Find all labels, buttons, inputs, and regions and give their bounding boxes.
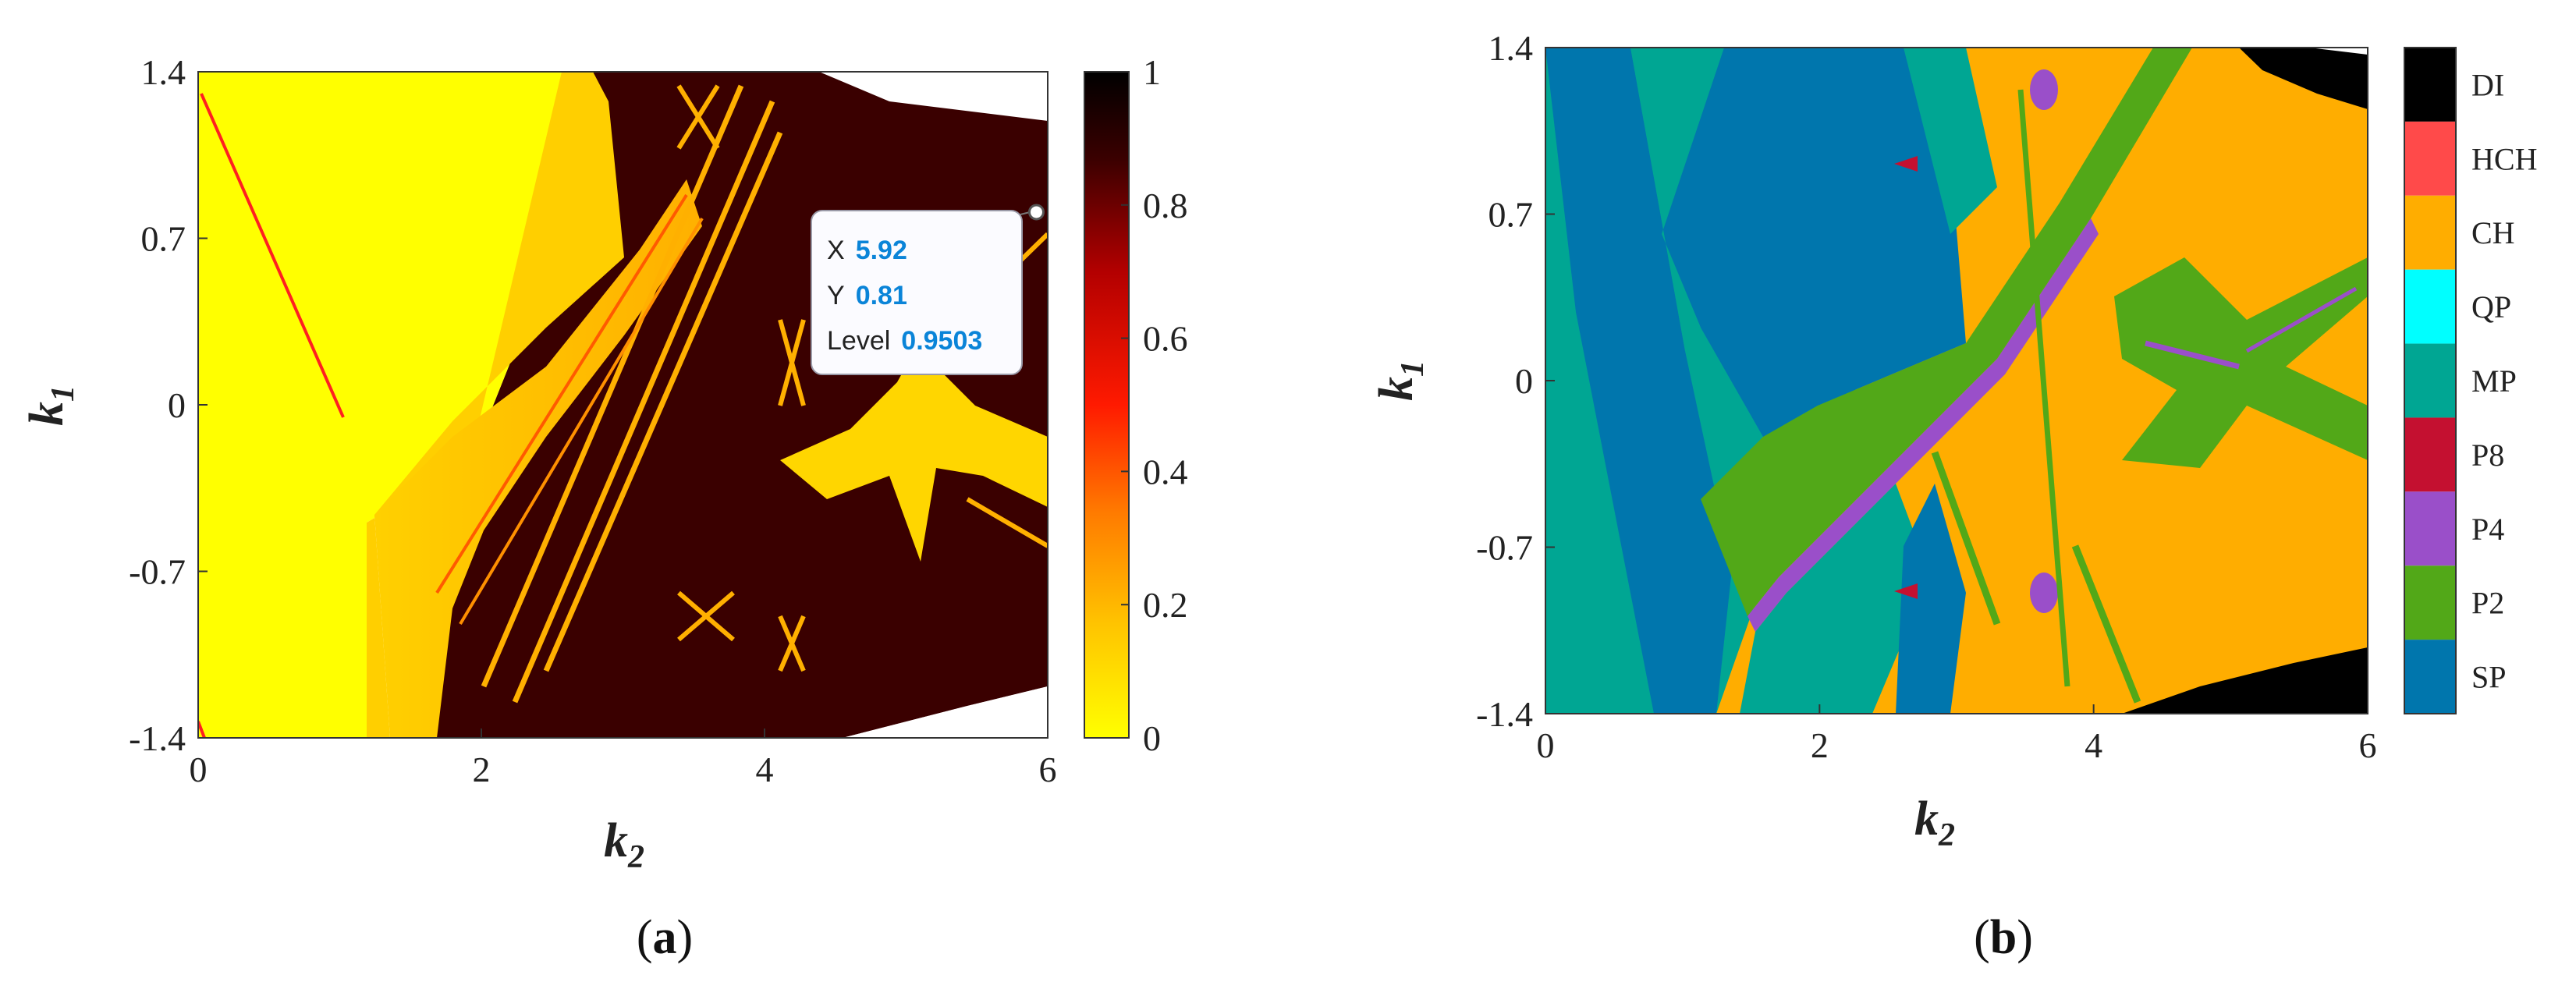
datatip-marker[interactable] <box>1027 204 1045 221</box>
a-ytick-label: 0.7 <box>141 219 186 259</box>
xlabel-a: k2 <box>604 814 644 875</box>
small-features <box>1894 69 2358 704</box>
colorbar-tick-label: 0.4 <box>1143 452 1188 491</box>
caption-b: (b) <box>1974 911 2033 964</box>
colorbar-a-ticks: 1 0.8 0.6 0.4 0.2 0 <box>1121 52 1188 758</box>
region-P2-star <box>2114 257 2368 468</box>
region-P4-band <box>1747 218 2099 632</box>
region-SP-1 <box>1545 48 1732 714</box>
legend-swatch-di <box>2404 48 2456 122</box>
datatip-y-value: 0.81 <box>856 281 907 310</box>
axis-a-x: 0 2 4 6 <box>190 729 1057 789</box>
heatmap-b-field <box>1545 48 2368 714</box>
a-ytick-label: 0 <box>168 385 186 425</box>
region-DI-top <box>2239 48 2368 109</box>
ylabel-a: k1 <box>20 385 81 426</box>
legend-swatch-qp <box>2404 269 2456 344</box>
legend-swatch-p8 <box>2404 417 2456 492</box>
datatip-x-value: 5.92 <box>856 236 907 265</box>
legend-swatch-mp <box>2404 343 2456 418</box>
svg-text:Y0.81: Y 0.81 <box>827 281 907 310</box>
xlabel-b: k2 <box>1914 792 1955 853</box>
b-ytick-label: 1.4 <box>1488 28 1534 68</box>
a-ytick-label: 1.4 <box>141 52 186 92</box>
legend-label-mp: MP <box>2471 363 2517 399</box>
panel-b: 0 2 4 6 1.4 0.7 0 -0.7 -1.4 k2 k1 DI HCH CH QP MP P8… <box>1370 28 2537 964</box>
region-band <box>374 179 702 738</box>
small-crosses <box>676 84 806 672</box>
b-xtick-label: 4 <box>2085 725 2102 765</box>
legend-swatch-ch <box>2404 195 2456 270</box>
region-yellow <box>198 72 562 738</box>
colorbar-tick-label: 0.2 <box>1143 585 1188 625</box>
legend-swatch-p2 <box>2404 565 2456 640</box>
b-ytick-label: -1.4 <box>1476 694 1533 734</box>
colorbar-tick-label: 1 <box>1143 52 1161 92</box>
a-xtick-label: 4 <box>756 750 774 789</box>
legend-label-p2: P2 <box>2471 586 2504 621</box>
b-ytick-label: -0.7 <box>1476 528 1533 568</box>
a-xtick-label: 0 <box>190 750 208 789</box>
legend-frame <box>2404 47 2457 714</box>
a-ytick-label: -0.7 <box>129 552 186 592</box>
legend-b: DI HCH CH QP MP P8 P4 P2 SP <box>2404 47 2537 714</box>
svg-text:X5.92: X 5.92 <box>827 236 907 265</box>
legend-swatch-hch <box>2404 121 2456 196</box>
datatip[interactable]: X 5.92 Y 0.81 Level 0.9503 <box>811 204 1045 375</box>
region-star <box>780 312 1048 562</box>
b-xtick-label: 0 <box>1537 725 1555 765</box>
a-ytick-label: -1.4 <box>129 718 186 758</box>
colorbar-tick-label: 0 <box>1143 718 1161 758</box>
colorbar-a <box>1084 71 1130 739</box>
a-xtick-label: 2 <box>473 750 491 789</box>
region-SP-2 <box>1662 48 1966 437</box>
b-xtick-label: 6 <box>2359 725 2377 765</box>
panel-a: 0 2 4 6 1.4 0.7 0 -0.7 -1.4 k2 k1 1 0.8 0.6 0.4 0.2… <box>20 52 1188 964</box>
legend-label-p4: P4 <box>2471 512 2504 547</box>
red-line <box>200 93 345 418</box>
region-P2-band <box>1701 48 2192 616</box>
colorbar-tick-label: 0.6 <box>1143 319 1188 359</box>
caption-a: (a) <box>637 911 693 964</box>
axis-b-x: 0 2 4 6 <box>1537 704 2377 765</box>
legend-label-hch: HCH <box>2471 141 2537 176</box>
ylabel-b: k1 <box>1370 360 1431 401</box>
region-light-orange <box>367 72 624 738</box>
legend-label-qp: QP <box>2471 289 2511 324</box>
datatip-box <box>811 210 1023 375</box>
legend-label-p8: P8 <box>2471 438 2504 473</box>
b-ytick-label: 0 <box>1515 361 1533 401</box>
a-xtick-label: 6 <box>1039 750 1057 789</box>
legend-swatch-sp <box>2404 640 2456 714</box>
b-ytick-label: 0.7 <box>1488 195 1534 235</box>
colorbar-tick-label: 0.8 <box>1143 186 1188 225</box>
datatip-x-key: X <box>827 236 845 265</box>
legend-swatch-p4 <box>2404 491 2456 566</box>
axis-a-y: 1.4 0.7 0 -0.7 -1.4 <box>129 52 208 758</box>
diagonal-streaks <box>435 84 783 704</box>
heatmap-a-field <box>198 72 1048 738</box>
legend-label-ch: CH <box>2471 215 2515 250</box>
region-DI-bottom <box>2122 647 2368 714</box>
axis-b-y: 1.4 0.7 0 -0.7 -1.4 <box>1476 28 1555 734</box>
datatip-level-key: Level <box>827 326 890 356</box>
legend-label-sp: SP <box>2471 660 2507 695</box>
b-xtick-label: 2 <box>1811 725 1829 765</box>
datatip-y-key: Y <box>827 281 845 310</box>
legend-label-di: DI <box>2471 67 2504 102</box>
datatip-level-value: 0.9503 <box>901 326 982 356</box>
